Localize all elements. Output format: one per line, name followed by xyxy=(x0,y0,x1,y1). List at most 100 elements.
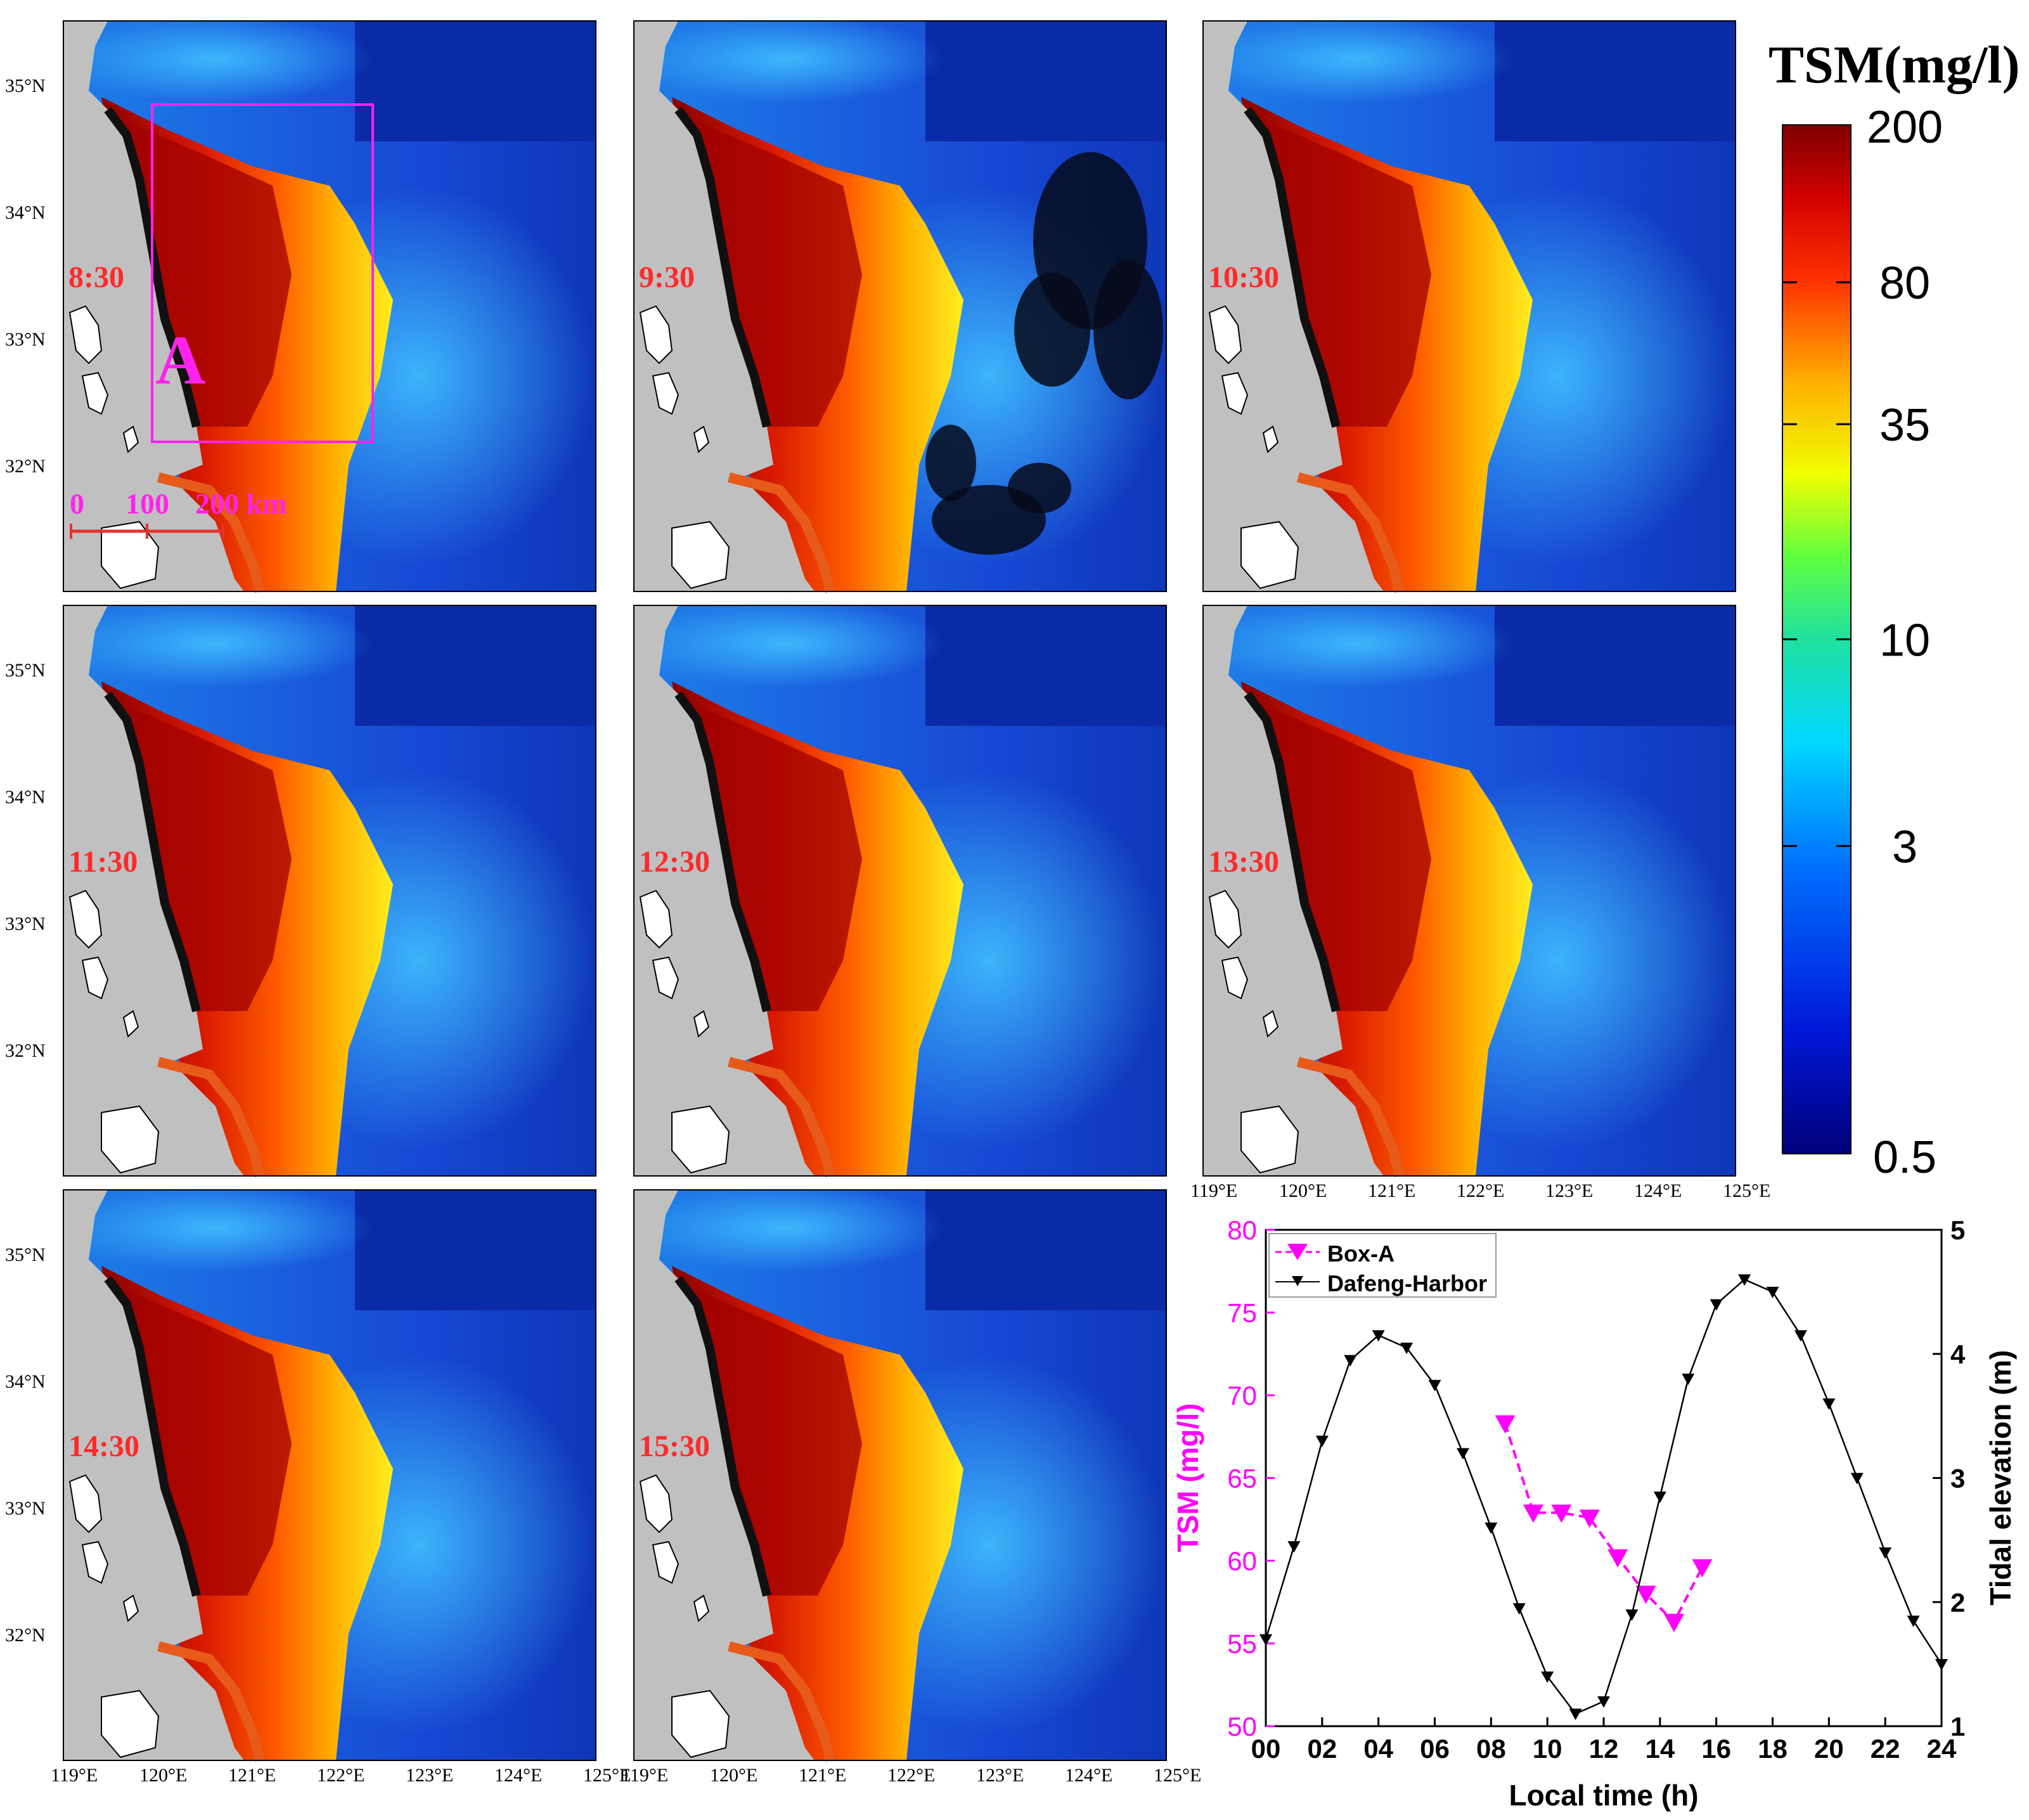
map-time-label: 8:30 xyxy=(68,261,124,294)
map-time-label: 13:30 xyxy=(1208,845,1279,879)
lat-label: 32°N xyxy=(5,1040,46,1061)
x-tick-label: 00 xyxy=(1251,1734,1281,1764)
lat-label: 35°N xyxy=(5,1244,46,1265)
lon-label: 121°E xyxy=(228,1765,276,1786)
lat-label: 33°N xyxy=(5,1498,46,1519)
dafeng-point xyxy=(1625,1609,1639,1621)
map-time-label: 12:30 xyxy=(639,845,710,879)
box-a-point xyxy=(1635,1585,1656,1604)
dafeng-point xyxy=(1879,1547,1892,1559)
dafeng-point xyxy=(1344,1355,1357,1367)
latitude-labels: 35°N 34°N 33°N 32°N 35°N 34°N 33°N 32°N 35°N 34°N… xyxy=(5,75,46,1646)
dafeng-point xyxy=(1822,1398,1836,1410)
scale-label-100: 100 xyxy=(126,487,169,520)
y-left-tick-label: 75 xyxy=(1227,1298,1257,1328)
colorbar-ticks: 200 80 35 10 3 0.5 xyxy=(1782,102,1943,1183)
colorbar-tick-label: 200 xyxy=(1867,102,1943,153)
lat-label: 35°N xyxy=(5,75,46,96)
map-panel: 12:30 xyxy=(628,599,1166,1176)
y-left-tick-label: 65 xyxy=(1227,1464,1257,1494)
legend-label-dafeng: Dafeng-Harbor xyxy=(1327,1270,1487,1296)
x-tick-label: 12 xyxy=(1589,1734,1619,1764)
x-tick-label: 16 xyxy=(1701,1734,1731,1764)
dafeng-point xyxy=(1850,1473,1864,1485)
x-tick-label: 20 xyxy=(1814,1734,1844,1764)
lon-label: 121°E xyxy=(1368,1180,1415,1201)
lon-label: 124°E xyxy=(1634,1180,1682,1201)
dafeng-point xyxy=(1315,1435,1329,1447)
map-panels: 8:30 9:30 10:30 11:30 12:30 13:30 14:30 15:30 xyxy=(57,15,1736,1760)
map-panel: 9:30 xyxy=(628,15,1166,591)
x-tick-label: 24 xyxy=(1927,1734,1957,1764)
dafeng-point xyxy=(1597,1696,1610,1708)
dafeng-point xyxy=(1653,1491,1666,1503)
map-time-label: 9:30 xyxy=(639,261,695,294)
map-time-label: 11:30 xyxy=(68,845,138,879)
colorbar-tick-label: 80 xyxy=(1879,258,1930,309)
dafeng-point xyxy=(1935,1659,1948,1671)
dafeng-point xyxy=(1738,1274,1751,1286)
lat-label: 35°N xyxy=(5,660,46,681)
box-a-point xyxy=(1551,1504,1572,1523)
lat-label: 32°N xyxy=(5,456,46,477)
colorbar-tick-label: 0.5 xyxy=(1873,1132,1936,1183)
lon-label: 121°E xyxy=(799,1765,846,1786)
dafeng-point xyxy=(1907,1615,1920,1627)
legend-label-box-a: Box-A xyxy=(1327,1241,1395,1267)
box-a-point xyxy=(1579,1509,1600,1528)
x-axis-label: Local time (h) xyxy=(1509,1779,1698,1812)
dafeng-point xyxy=(1428,1379,1441,1391)
y-left-tick-label: 70 xyxy=(1227,1381,1257,1410)
map-time-label: 15:30 xyxy=(639,1430,710,1463)
y-left-tick-label: 60 xyxy=(1227,1546,1257,1576)
map-panel: 15:30 xyxy=(628,1184,1166,1760)
y-right-tick-label: 2 xyxy=(1950,1587,1965,1617)
y-right-tick-label: 3 xyxy=(1950,1464,1965,1494)
tsm-tide-chart: 00 02 04 06 08 10 12 14 16 18 20 22 2450556065707580… xyxy=(1171,1215,2017,1812)
box-a-point xyxy=(1664,1613,1685,1632)
legend-marker-dafeng xyxy=(1292,1276,1303,1286)
lon-label: 123°E xyxy=(976,1765,1024,1786)
dafeng-point xyxy=(1456,1448,1469,1460)
x-tick-label: 18 xyxy=(1758,1734,1787,1764)
colorbar-tick-label: 3 xyxy=(1892,822,1917,873)
dafeng-point xyxy=(1569,1708,1582,1720)
y-axis-left-label: TSM (mg/l) xyxy=(1171,1403,1204,1552)
lon-label: 124°E xyxy=(1065,1765,1112,1786)
box-a: A xyxy=(151,103,374,443)
lon-label: 119°E xyxy=(1190,1180,1237,1201)
lon-label: 123°E xyxy=(406,1765,453,1786)
map-panel: 10:30 xyxy=(1197,15,1736,591)
map-panel: 11:30 xyxy=(57,599,596,1176)
lon-label: 122°E xyxy=(317,1765,364,1786)
legend: Box-A Dafeng-Harbor xyxy=(1268,1233,1497,1298)
y-right-tick-label: 1 xyxy=(1950,1712,1965,1741)
x-tick-label: 22 xyxy=(1871,1734,1900,1764)
y-right-tick-label: 5 xyxy=(1950,1215,1965,1245)
lon-label: 125°E xyxy=(1723,1180,1770,1201)
lon-label: 125°E xyxy=(583,1765,631,1786)
map-time-label: 14:30 xyxy=(68,1430,139,1463)
dafeng-point xyxy=(1372,1330,1385,1342)
colorbar-tick-label: 10 xyxy=(1879,616,1930,666)
x-tick-label: 14 xyxy=(1645,1734,1675,1764)
scale-bar: 0 100 200 km xyxy=(70,487,287,539)
map-panel: 8:30 xyxy=(57,15,596,591)
box-a-point xyxy=(1607,1549,1628,1568)
x-tick-label: 02 xyxy=(1307,1734,1337,1764)
colorbar-title: TSM(mg/l) xyxy=(1768,35,2020,94)
y-left-tick-label: 55 xyxy=(1227,1629,1257,1659)
dafeng-point xyxy=(1710,1299,1723,1311)
colorbar: TSM(mg/l) 200 80 35 10 3 0.5 xyxy=(1768,35,2020,1183)
box-a-point xyxy=(1523,1504,1543,1523)
map-time-label: 10:30 xyxy=(1208,261,1279,294)
dafeng-point xyxy=(1794,1330,1807,1342)
cloud-mask xyxy=(925,152,1163,555)
y-axis-right-label: Tidal elevation (m) xyxy=(1984,1350,2017,1605)
dafeng-point xyxy=(1259,1634,1272,1646)
colorbar-tick-label: 35 xyxy=(1879,400,1930,451)
scale-label-0: 0 xyxy=(70,487,84,520)
longitude-labels: 119°E 120°E 121°E 122°E 123°E 124°E 125°E119°E… xyxy=(51,1180,1770,1786)
lon-label: 119°E xyxy=(621,1765,668,1786)
